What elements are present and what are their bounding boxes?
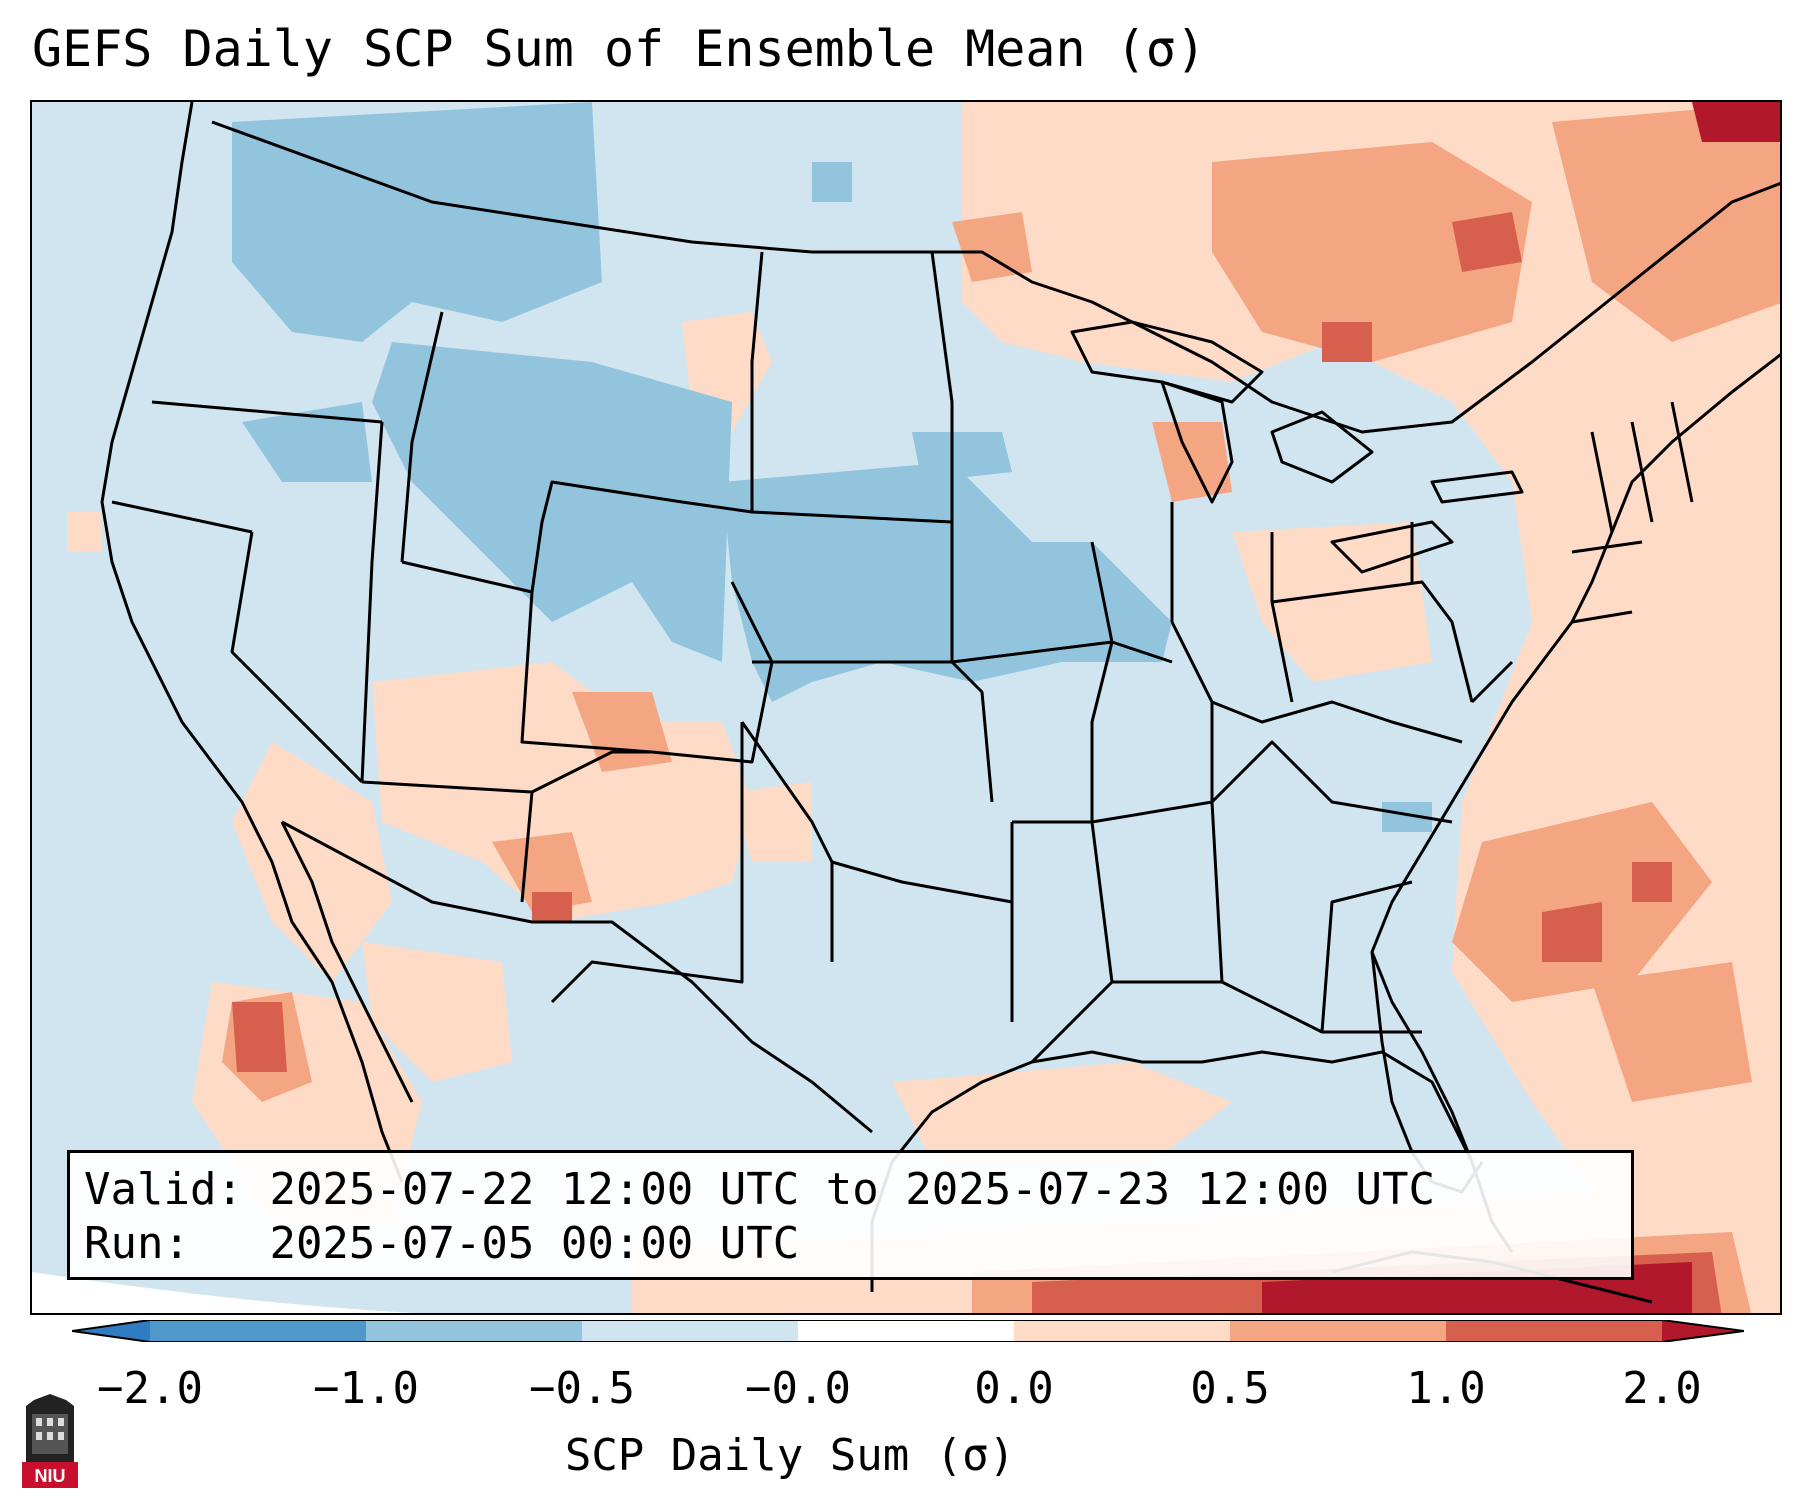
colorbar-extend-low xyxy=(72,1320,150,1342)
valid-time-box: Valid: 2025-07-22 12:00 UTC to 2025-07-2… xyxy=(67,1150,1634,1280)
borders xyxy=(100,102,1780,1304)
colorbar-bin xyxy=(1014,1320,1230,1342)
colorbar-tick-label: −0.5 xyxy=(529,1363,635,1414)
colorbar-tick-label: 0.5 xyxy=(1190,1363,1270,1414)
valid-value: 2025-07-22 12:00 UTC to 2025-07-23 12:00… xyxy=(269,1164,1436,1215)
colorbar-extend-high xyxy=(1662,1320,1744,1342)
valid-label: Valid: xyxy=(84,1164,243,1215)
chart-title: GEFS Daily SCP Sum of Ensemble Mean (σ) xyxy=(32,20,1206,78)
colorbar-bin xyxy=(366,1320,582,1342)
colorbar-bin xyxy=(798,1320,1014,1342)
colorbar xyxy=(72,1320,1744,1342)
colorbar-bin xyxy=(1230,1320,1446,1342)
logo-text: NIU xyxy=(35,1466,66,1486)
colorbar-tick-label: 1.0 xyxy=(1406,1363,1486,1414)
domain-edge xyxy=(32,1272,414,1313)
niu-logo: NIU xyxy=(22,1394,78,1488)
colorbar-bin xyxy=(582,1320,798,1342)
colorbar-bin xyxy=(150,1320,366,1342)
anomaly-neg-regions xyxy=(232,102,1432,832)
run-value: 2025-07-05 00:00 UTC xyxy=(269,1218,800,1269)
colorbar-tick-label: −2.0 xyxy=(97,1363,203,1414)
colorbar-tick-label: −0.0 xyxy=(745,1363,851,1414)
map-panel xyxy=(30,100,1782,1315)
map-canvas xyxy=(32,102,1780,1313)
colorbar-tick-label: 0.0 xyxy=(974,1363,1054,1414)
colorbar-bin xyxy=(1446,1320,1662,1342)
colorbar-tick-label: −1.0 xyxy=(313,1363,419,1414)
colorbar-tick-label: 2.0 xyxy=(1622,1363,1702,1414)
run-label: Run: xyxy=(84,1218,190,1269)
colorbar-label: SCP Daily Sum (σ) xyxy=(564,1430,1016,1481)
